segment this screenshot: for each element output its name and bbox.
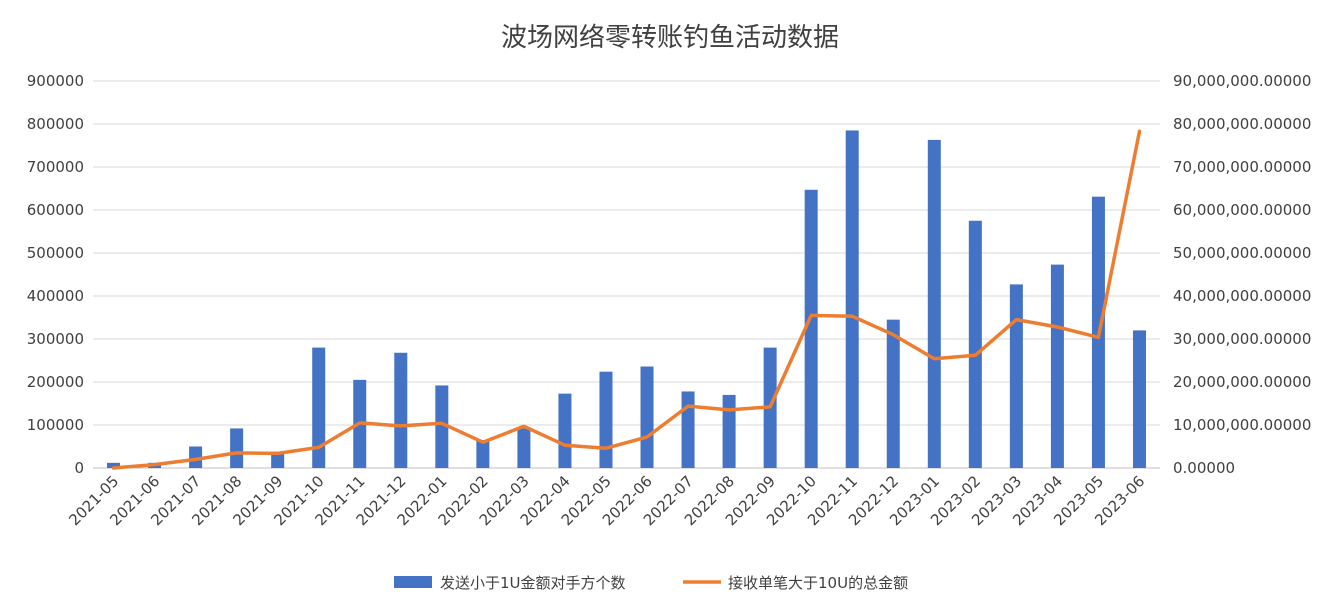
bar-series <box>107 130 1146 469</box>
left-tick-label: 700000 <box>27 158 84 176</box>
bar <box>312 347 326 468</box>
bar <box>599 371 613 468</box>
gridlines <box>93 80 1160 469</box>
legend: 发送小于1U金额对手方个数 接收单笔大于10U的总金额 <box>394 574 908 592</box>
left-tick-label: 400000 <box>27 287 84 305</box>
left-tick-label: 500000 <box>27 244 84 262</box>
left-tick-label: 100000 <box>27 416 84 434</box>
bar <box>517 428 531 468</box>
bar <box>640 366 654 468</box>
bar <box>189 446 203 468</box>
left-tick-label: 200000 <box>27 373 84 391</box>
bar <box>804 189 818 469</box>
right-tick-label: 30,000,000.00000 <box>1173 330 1311 348</box>
legend-bar-swatch <box>394 576 432 588</box>
bar <box>1050 264 1064 468</box>
x-axis-labels: 2021-052021-062021-072021-082021-092021-… <box>65 472 1148 529</box>
bar <box>681 391 695 468</box>
bar <box>1132 330 1146 468</box>
right-tick-label: 90,000,000.00000 <box>1173 72 1311 90</box>
right-axis-labels: 0.00000 10,000,000.00000 20,000,000.00000 3… <box>1173 72 1311 477</box>
right-tick-label: 40,000,000.00000 <box>1173 287 1311 305</box>
bar <box>927 139 941 468</box>
legend-bar-label: 发送小于1U金额对手方个数 <box>440 574 626 592</box>
bar <box>271 451 285 468</box>
bar <box>230 428 244 468</box>
legend-line-label: 接收单笔大于10U的总金额 <box>728 574 908 592</box>
right-tick-label: 60,000,000.00000 <box>1173 201 1311 219</box>
right-tick-label: 70,000,000.00000 <box>1173 158 1311 176</box>
bar <box>107 462 121 468</box>
series-line <box>111 129 1142 470</box>
bar <box>558 393 572 468</box>
left-tick-label: 600000 <box>27 201 84 219</box>
bar <box>886 319 900 468</box>
bar <box>845 130 859 468</box>
bar <box>1009 284 1023 468</box>
right-tick-label: 20,000,000.00000 <box>1173 373 1311 391</box>
left-tick-label: 300000 <box>27 330 84 348</box>
bar <box>722 394 736 468</box>
left-tick-label: 800000 <box>27 115 84 133</box>
right-tick-label: 50,000,000.00000 <box>1173 244 1311 262</box>
line-series <box>111 129 1142 470</box>
chart-title: 波场网络零转账钓鱼活动数据 <box>501 23 839 53</box>
left-axis-labels: 0 100000 200000 300000 400000 500000 600000 700… <box>27 72 84 477</box>
bar <box>476 440 490 468</box>
left-tick-label: 0 <box>74 459 84 477</box>
right-tick-label: 10,000,000.00000 <box>1173 416 1311 434</box>
bar <box>435 385 449 468</box>
bar <box>394 352 408 468</box>
right-tick-label: 80,000,000.00000 <box>1173 115 1311 133</box>
left-tick-label: 900000 <box>27 72 84 90</box>
bar <box>968 220 982 468</box>
right-tick-label: 0.00000 <box>1173 459 1235 477</box>
